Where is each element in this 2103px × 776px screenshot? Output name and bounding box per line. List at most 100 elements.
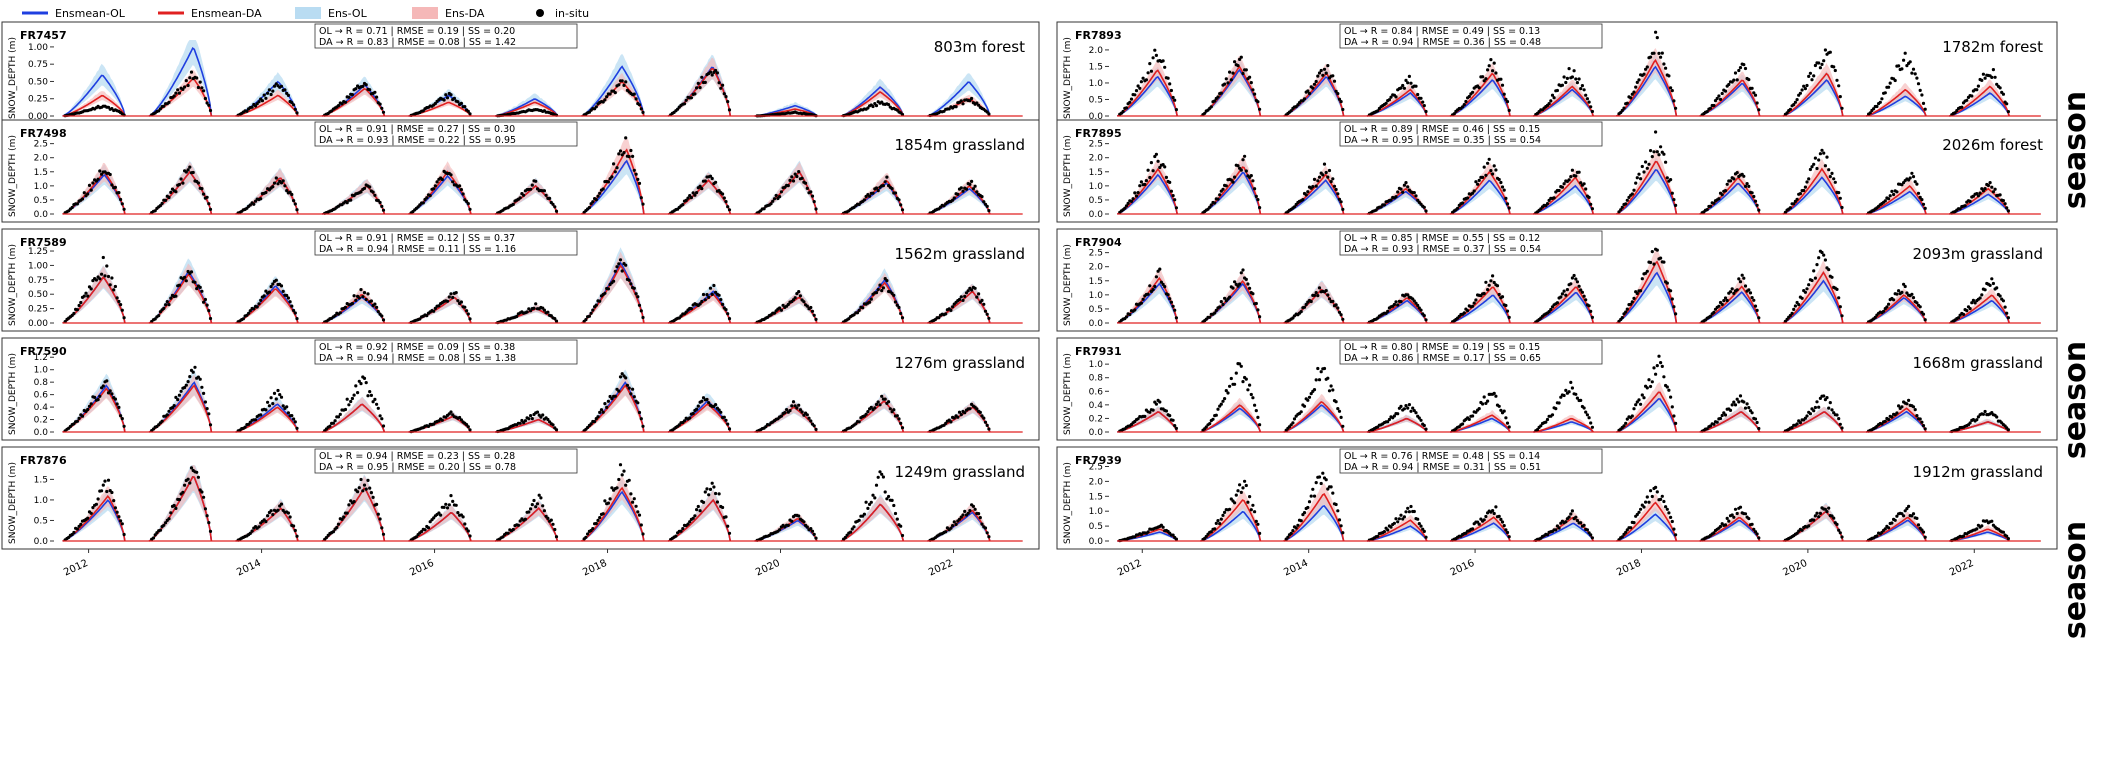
in-situ-point: [345, 511, 349, 515]
in-situ-point: [1632, 521, 1636, 525]
in-situ-point: [516, 523, 521, 527]
in-situ-point: [279, 502, 284, 506]
in-situ-point: [615, 166, 619, 170]
in-situ-point: [1920, 420, 1924, 424]
in-situ-point: [1980, 293, 1984, 297]
in-situ-point: [1620, 205, 1624, 209]
in-situ-point: [259, 413, 263, 417]
ensmean-ol-line-2020: [1782, 279, 1844, 324]
in-situ-point: [269, 509, 273, 513]
in-situ-point: [1146, 530, 1150, 534]
in-situ-point: [1218, 193, 1222, 197]
in-situ-point: [1838, 531, 1842, 535]
in-situ-point: [1640, 277, 1644, 281]
in-situ-point: [200, 490, 204, 494]
in-situ-point: [589, 311, 593, 315]
in-situ-point: [1674, 533, 1678, 537]
in-situ-point: [113, 506, 117, 510]
in-situ-point: [970, 288, 974, 292]
in-situ-point: [1835, 413, 1839, 417]
in-situ-point: [715, 71, 720, 75]
in-situ-point: [1868, 111, 1872, 115]
in-situ-point: [1307, 91, 1312, 96]
in-situ-point: [1221, 187, 1225, 191]
in-situ-point: [349, 198, 353, 202]
in-situ-point: [698, 86, 702, 90]
in-situ-point: [712, 485, 716, 489]
in-situ-point: [1241, 158, 1245, 162]
in-situ-point: [1153, 154, 1157, 159]
in-situ-point: [203, 400, 207, 404]
in-situ-point: [1129, 97, 1134, 101]
in-situ-point: [2006, 537, 2010, 541]
in-situ-point: [554, 428, 559, 432]
in-situ-point: [110, 276, 114, 280]
in-situ-point: [1406, 185, 1410, 189]
in-situ-point: [1743, 184, 1748, 188]
in-situ-point: [1154, 275, 1158, 279]
in-situ-point: [606, 501, 611, 505]
in-situ-point: [613, 91, 617, 95]
in-situ-point: [1813, 156, 1817, 160]
ensmean-da-line-2021: [840, 91, 905, 117]
stats-ol: OL → R = 0.84 | RMSE = 0.49 | SS = 0.13: [1344, 26, 1540, 37]
in-situ-point: [196, 375, 200, 379]
in-situ-point: [1725, 182, 1729, 186]
in-situ-point: [293, 420, 297, 424]
in-situ-point: [205, 195, 209, 199]
in-situ-point: [1753, 417, 1758, 421]
in-situ-point: [1412, 191, 1416, 195]
y-tick-label: 0.25: [28, 305, 48, 315]
in-situ-point: [1406, 81, 1410, 85]
in-situ-point: [1639, 402, 1643, 406]
in-situ-point: [1708, 106, 1713, 110]
legend-label-ens-ol: Ens-OL: [328, 7, 368, 20]
in-situ-point: [1567, 515, 1571, 519]
in-situ-point: [1825, 396, 1829, 400]
in-situ-point: [1720, 91, 1724, 96]
in-situ-point: [1665, 507, 1669, 511]
in-situ-point: [1251, 503, 1255, 507]
in-situ-point: [1630, 192, 1634, 196]
in-situ-point: [428, 194, 432, 198]
in-situ-point: [968, 407, 972, 411]
in-situ-point: [1635, 80, 1639, 84]
in-situ-point: [810, 529, 815, 533]
in-situ-point: [1649, 489, 1653, 493]
in-situ-point: [79, 300, 83, 305]
x-tick-label: 2012: [62, 558, 90, 579]
in-situ-point: [364, 297, 368, 302]
in-situ-point: [682, 102, 687, 106]
in-situ-point: [89, 402, 93, 406]
ensmean-ol-line-2022: [1949, 92, 2010, 117]
in-situ-point: [1665, 176, 1669, 180]
in-situ-point: [618, 463, 623, 467]
in-situ-point: [721, 302, 725, 306]
in-situ-point: [1785, 111, 1789, 115]
in-situ-point: [518, 196, 522, 200]
in-situ-point: [701, 396, 706, 400]
in-situ-point: [345, 397, 349, 401]
in-situ-point: [1214, 413, 1218, 417]
in-situ-point: [106, 478, 111, 482]
in-situ-point: [1406, 293, 1410, 297]
in-situ-point: [205, 303, 209, 307]
in-situ-point: [1823, 164, 1827, 168]
in-situ-point: [601, 512, 605, 516]
in-situ-point: [375, 402, 379, 406]
in-situ-point: [511, 527, 515, 532]
in-situ-point: [1336, 509, 1340, 513]
in-situ-point: [1574, 77, 1578, 81]
in-situ-point: [376, 406, 380, 410]
in-situ-point: [119, 303, 123, 307]
in-situ-point: [437, 304, 441, 308]
in-situ-point: [805, 525, 809, 529]
in-situ-point: [1649, 260, 1653, 265]
in-situ-point: [594, 198, 598, 202]
in-situ-point: [721, 505, 725, 510]
ensmean-da-line-2016: [1449, 414, 1511, 433]
in-situ-point: [954, 105, 958, 109]
in-situ-point: [1995, 286, 1999, 290]
in-situ-point: [1218, 522, 1222, 526]
in-situ-point: [184, 170, 188, 174]
